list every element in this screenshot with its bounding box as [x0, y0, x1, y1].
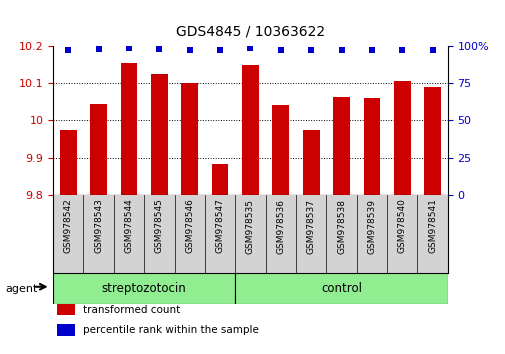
- Point: [185, 48, 193, 53]
- Point: [216, 48, 224, 53]
- Bar: [424, 87, 440, 195]
- Text: transformed count: transformed count: [83, 304, 180, 315]
- Point: [94, 46, 103, 52]
- Text: GSM978544: GSM978544: [124, 199, 133, 253]
- Bar: [151, 74, 168, 195]
- Point: [397, 48, 406, 53]
- Bar: [60, 130, 77, 195]
- Bar: [235, 273, 447, 304]
- Bar: [90, 104, 107, 195]
- Text: GSM978546: GSM978546: [185, 199, 194, 253]
- Text: GSM978545: GSM978545: [155, 199, 164, 253]
- Point: [64, 48, 72, 53]
- Bar: [393, 81, 410, 195]
- Text: GSM978547: GSM978547: [215, 199, 224, 253]
- Bar: [272, 105, 289, 195]
- Bar: [53, 273, 235, 304]
- Bar: [57, 324, 75, 336]
- Bar: [121, 63, 137, 195]
- Point: [337, 48, 345, 53]
- Bar: [181, 83, 198, 195]
- Point: [125, 45, 133, 50]
- Text: GSM978538: GSM978538: [336, 199, 345, 253]
- Text: GSM978543: GSM978543: [94, 199, 103, 253]
- Point: [276, 48, 284, 53]
- Text: streptozotocin: streptozotocin: [102, 282, 186, 295]
- Text: agent: agent: [5, 284, 37, 293]
- Bar: [363, 98, 380, 195]
- Bar: [242, 65, 258, 195]
- Text: GSM978535: GSM978535: [245, 199, 255, 253]
- Text: GDS4845 / 10363622: GDS4845 / 10363622: [176, 25, 324, 39]
- Text: GSM978539: GSM978539: [367, 199, 376, 253]
- Bar: [212, 164, 228, 195]
- Point: [307, 48, 315, 53]
- Text: control: control: [320, 282, 362, 295]
- Text: percentile rank within the sample: percentile rank within the sample: [83, 325, 258, 335]
- Point: [246, 45, 254, 50]
- Text: GSM978536: GSM978536: [276, 199, 285, 253]
- Bar: [302, 130, 319, 195]
- Text: GSM978542: GSM978542: [64, 199, 73, 253]
- Bar: [57, 304, 75, 315]
- Point: [155, 46, 163, 52]
- Text: GSM978540: GSM978540: [397, 199, 406, 253]
- Text: GSM978541: GSM978541: [427, 199, 436, 253]
- Point: [367, 48, 375, 53]
- Point: [428, 48, 436, 53]
- Bar: [333, 97, 349, 195]
- Text: GSM978537: GSM978537: [306, 199, 315, 253]
